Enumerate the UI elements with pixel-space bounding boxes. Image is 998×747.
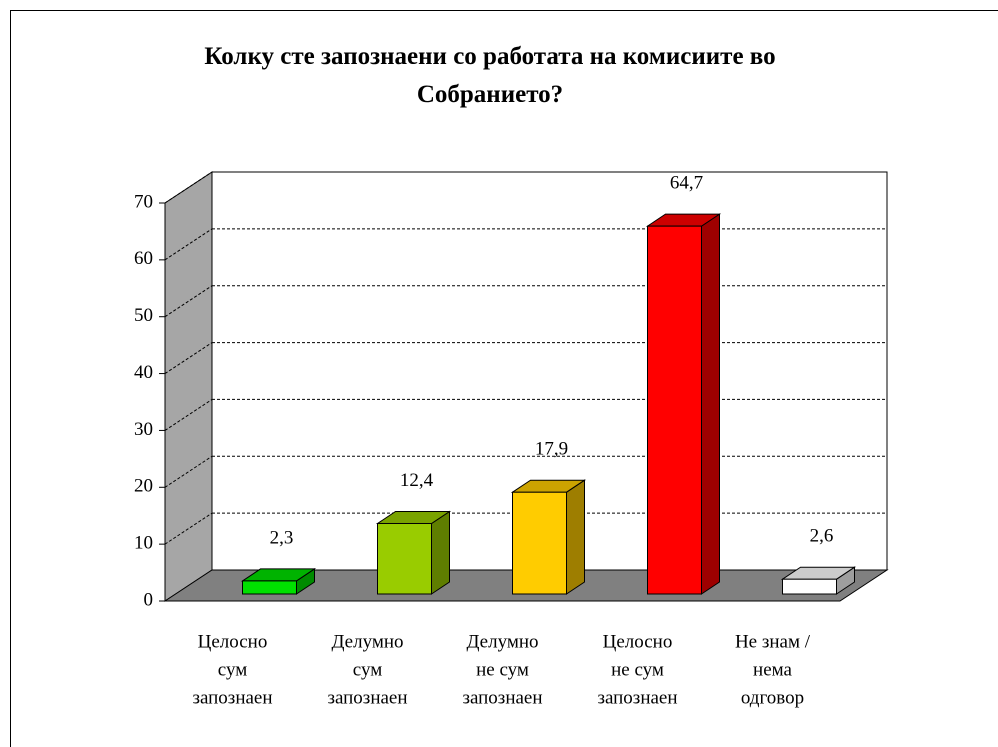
- y-tick-label: 70: [134, 191, 153, 212]
- bar-side: [701, 213, 720, 595]
- x-tick-label: нема: [753, 659, 792, 680]
- grid-line: [164, 512, 213, 545]
- x-tick-label: запознаен: [192, 687, 272, 708]
- grid-line: [164, 399, 213, 431]
- x-tick-label: сум: [353, 659, 382, 680]
- x-tick-label: запознаен: [597, 687, 677, 708]
- chart-title: Колку сте запознаени со работата на коми…: [204, 43, 776, 108]
- x-tick-label: Целосно: [603, 631, 673, 652]
- value-label: 17,9: [535, 439, 568, 460]
- y-tick-label: 40: [134, 362, 153, 383]
- bar: [377, 522, 432, 595]
- y-tick-label: 0: [144, 589, 154, 610]
- y-tick-label: 30: [134, 419, 153, 440]
- x-tick-label: одговор: [741, 687, 804, 708]
- x-tick-label: сум: [218, 659, 247, 680]
- grid-line: [164, 455, 213, 488]
- y-tick-label: 20: [134, 476, 153, 497]
- grid-line: [164, 285, 213, 318]
- value-label: 12,4: [400, 470, 434, 491]
- bar-side: [566, 479, 585, 595]
- grid-line: [164, 171, 213, 204]
- side-wall: [164, 171, 213, 602]
- x-tick-label: не сум: [476, 659, 529, 680]
- bar-side: [431, 510, 450, 595]
- x-tick-label: Не знам /: [735, 631, 811, 652]
- x-tick-label: Делумно: [466, 631, 538, 652]
- y-tick-label: 10: [134, 533, 153, 554]
- value-label: 2,6: [810, 526, 834, 547]
- value-label: 2,3: [270, 527, 294, 548]
- bar: [647, 225, 702, 595]
- x-tick-label: Целосно: [198, 631, 268, 652]
- frame: [10, 10, 998, 747]
- grid-line: [164, 342, 213, 374]
- bar: [512, 491, 567, 595]
- x-tick-label: запознаен: [462, 687, 542, 708]
- x-tick-label: запознаен: [327, 687, 407, 708]
- value-label: 64,7: [670, 172, 703, 193]
- y-tick-label: 60: [134, 248, 153, 269]
- grid-line: [164, 228, 213, 261]
- x-tick-label: Делумно: [331, 631, 403, 652]
- x-tick-label: не сум: [611, 659, 664, 680]
- bar: [242, 580, 297, 595]
- bar: [782, 578, 837, 595]
- y-tick-label: 50: [134, 305, 153, 326]
